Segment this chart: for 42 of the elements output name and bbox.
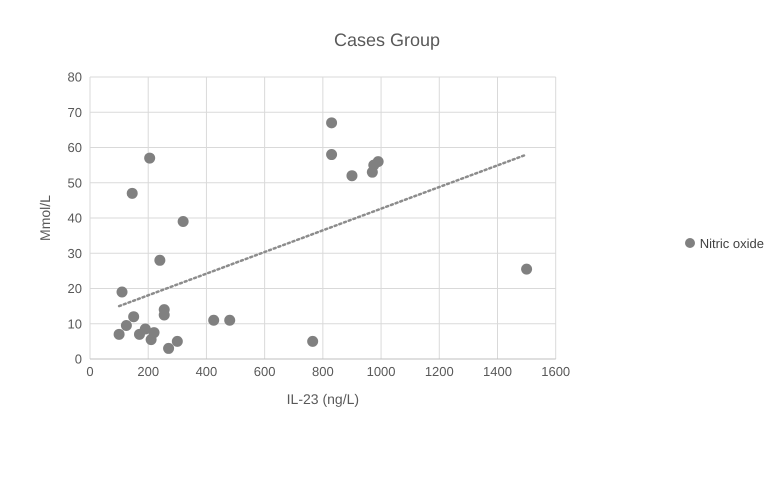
y-tick-label: 20 (68, 281, 82, 296)
point (346, 170, 358, 182)
y-tick-label: 50 (68, 175, 82, 190)
x-tick-label: 600 (254, 364, 276, 380)
y-tick-label: 10 (68, 316, 82, 332)
x-tick-label: 1000 (366, 364, 396, 380)
point (208, 314, 220, 326)
x-tick-label: 1400 (483, 364, 512, 380)
y-tick-label: 30 (68, 246, 82, 261)
x-tick-label: 400 (196, 364, 218, 380)
point (172, 336, 183, 347)
point (163, 342, 174, 354)
x-axis-title: IL-23 (ng/L) (286, 391, 360, 407)
y-tick-label: 0 (74, 352, 82, 367)
y-tick-label: 70 (68, 104, 82, 120)
point (326, 117, 338, 128)
point (144, 152, 156, 164)
point (372, 156, 384, 168)
point (120, 320, 132, 332)
point (148, 327, 160, 338)
x-tick-label: 1600 (541, 364, 570, 380)
point (326, 149, 338, 160)
point (224, 314, 236, 326)
y-tick-label: 40 (68, 210, 82, 226)
y-axis-title: Mmol/L (36, 194, 53, 241)
point (178, 216, 189, 228)
point (114, 328, 125, 340)
point (126, 188, 138, 199)
point (128, 311, 140, 322)
y-tick-label: 80 (68, 70, 82, 85)
legend-label: Nitric oxide (700, 236, 764, 250)
chart-title: Cases Group (332, 30, 442, 51)
x-tick-label: 0 (86, 364, 94, 380)
y-tick-label: 60 (68, 140, 82, 156)
point (140, 324, 151, 335)
point (154, 254, 166, 266)
x-tick-label: 1200 (424, 364, 454, 380)
point (116, 286, 128, 298)
x-tick-label: 200 (137, 364, 160, 380)
x-tick-label: 800 (312, 364, 334, 380)
point (307, 336, 318, 347)
point (521, 264, 532, 275)
